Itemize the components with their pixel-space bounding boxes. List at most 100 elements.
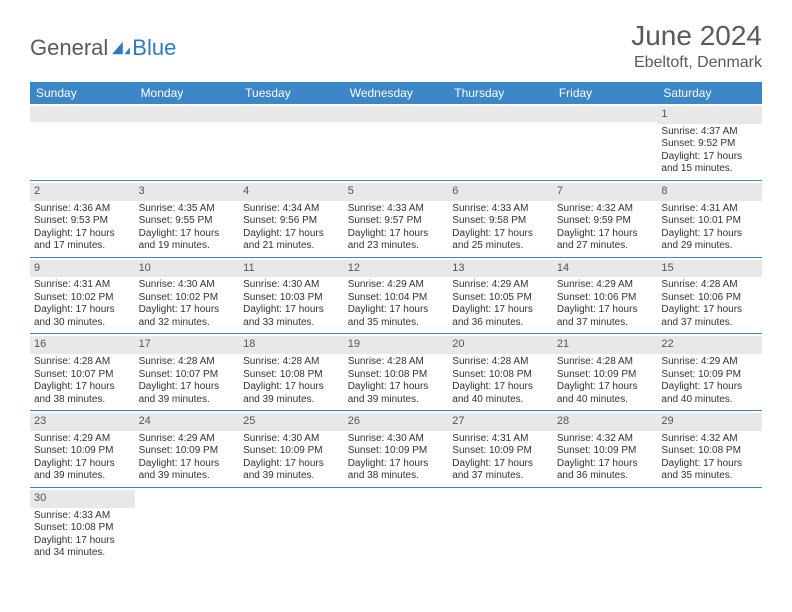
day-number: 4 <box>239 183 344 201</box>
daylight-text-2: and 15 minutes. <box>661 163 758 176</box>
daylight-text-1: Daylight: 17 hours <box>452 458 549 471</box>
day-number <box>239 490 344 506</box>
daylight-text-1: Daylight: 17 hours <box>557 458 654 471</box>
sunrise-text: Sunrise: 4:28 AM <box>139 356 236 369</box>
calendar: SundayMondayTuesdayWednesdayThursdayFrid… <box>30 82 762 564</box>
sunset-text: Sunset: 10:08 PM <box>348 369 445 382</box>
daylight-text-1: Daylight: 17 hours <box>34 228 131 241</box>
week-row: 9Sunrise: 4:31 AMSunset: 10:02 PMDayligh… <box>30 258 762 335</box>
daylight-text-1: Daylight: 17 hours <box>139 381 236 394</box>
day-cell <box>30 104 135 180</box>
day-number: 19 <box>344 336 449 354</box>
daylight-text-2: and 37 minutes. <box>661 317 758 330</box>
daylight-text-1: Daylight: 17 hours <box>661 228 758 241</box>
daylight-text-1: Daylight: 17 hours <box>348 458 445 471</box>
day-number: 7 <box>553 183 658 201</box>
day-number: 6 <box>448 183 553 201</box>
daylight-text-1: Daylight: 17 hours <box>243 458 340 471</box>
sunset-text: Sunset: 10:09 PM <box>34 445 131 458</box>
sunset-text: Sunset: 10:06 PM <box>557 292 654 305</box>
day-header: Tuesday <box>239 82 344 104</box>
sunrise-text: Sunrise: 4:29 AM <box>34 433 131 446</box>
daylight-text-2: and 30 minutes. <box>34 317 131 330</box>
sunrise-text: Sunrise: 4:32 AM <box>557 433 654 446</box>
week-row: 16Sunrise: 4:28 AMSunset: 10:07 PMDaylig… <box>30 334 762 411</box>
daylight-text-2: and 39 minutes. <box>243 394 340 407</box>
day-number <box>239 106 344 122</box>
day-number <box>448 106 553 122</box>
day-number: 17 <box>135 336 240 354</box>
sunset-text: Sunset: 10:02 PM <box>34 292 131 305</box>
day-cell: 11Sunrise: 4:30 AMSunset: 10:03 PMDaylig… <box>239 258 344 334</box>
daylight-text-2: and 21 minutes. <box>243 240 340 253</box>
daylight-text-2: and 35 minutes. <box>348 317 445 330</box>
sunset-text: Sunset: 10:09 PM <box>557 445 654 458</box>
daylight-text-2: and 19 minutes. <box>139 240 236 253</box>
sunrise-text: Sunrise: 4:30 AM <box>243 433 340 446</box>
daylight-text-2: and 25 minutes. <box>452 240 549 253</box>
day-cell: 15Sunrise: 4:28 AMSunset: 10:06 PMDaylig… <box>657 258 762 334</box>
daylight-text-1: Daylight: 17 hours <box>243 381 340 394</box>
sunset-text: Sunset: 10:09 PM <box>139 445 236 458</box>
sunset-text: Sunset: 10:08 PM <box>243 369 340 382</box>
day-number: 5 <box>344 183 449 201</box>
day-header: Friday <box>553 82 658 104</box>
sunset-text: Sunset: 9:58 PM <box>452 215 549 228</box>
day-number: 11 <box>239 260 344 278</box>
daylight-text-1: Daylight: 17 hours <box>243 304 340 317</box>
day-number <box>30 106 135 122</box>
day-cell: 24Sunrise: 4:29 AMSunset: 10:09 PMDaylig… <box>135 411 240 487</box>
day-number <box>135 106 240 122</box>
day-cell <box>553 488 658 564</box>
day-number: 20 <box>448 336 553 354</box>
day-cell: 28 Sunrise: 4:32 AMSunset: 10:09 PMDaylig… <box>553 411 658 487</box>
daylight-text-2: and 34 minutes. <box>34 547 131 560</box>
sunrise-text: Sunrise: 4:30 AM <box>139 279 236 292</box>
daylight-text-2: and 39 minutes. <box>34 470 131 483</box>
sunset-text: Sunset: 10:03 PM <box>243 292 340 305</box>
sunset-text: Sunset: 10:08 PM <box>34 522 131 535</box>
logo: General Blue <box>30 35 176 61</box>
sunset-text: Sunset: 10:09 PM <box>243 445 340 458</box>
day-header: Thursday <box>448 82 553 104</box>
daylight-text-1: Daylight: 17 hours <box>557 304 654 317</box>
day-number: 15 <box>657 260 762 278</box>
daylight-text-1: Daylight: 17 hours <box>452 304 549 317</box>
day-cell: 13Sunrise: 4:29 AMSunset: 10:05 PMDaylig… <box>448 258 553 334</box>
day-number: 9 <box>30 260 135 278</box>
day-cell: 26Sunrise: 4:30 AMSunset: 10:09 PMDaylig… <box>344 411 449 487</box>
sunrise-text: Sunrise: 4:29 AM <box>348 279 445 292</box>
daylight-text-2: and 23 minutes. <box>348 240 445 253</box>
sunrise-text: Sunrise: 4:31 AM <box>452 433 549 446</box>
daylight-text-1: Daylight: 17 hours <box>34 381 131 394</box>
day-cell: 14Sunrise: 4:29 AMSunset: 10:06 PMDaylig… <box>553 258 658 334</box>
header: General Blue June 2024 Ebeltoft, Denmark <box>0 0 792 77</box>
daylight-text-2: and 36 minutes. <box>557 470 654 483</box>
day-number: 23 <box>30 413 135 431</box>
sunset-text: Sunset: 10:06 PM <box>661 292 758 305</box>
day-number <box>657 490 762 506</box>
daylight-text-1: Daylight: 17 hours <box>452 381 549 394</box>
sail-icon <box>110 40 132 56</box>
daylight-text-2: and 39 minutes. <box>139 470 236 483</box>
daylight-text-2: and 38 minutes. <box>34 394 131 407</box>
day-number: 28 <box>553 413 658 431</box>
sunrise-text: Sunrise: 4:36 AM <box>34 203 131 216</box>
sunrise-text: Sunrise: 4:31 AM <box>34 279 131 292</box>
day-cell <box>135 488 240 564</box>
sunrise-text: Sunrise: 4:30 AM <box>243 279 340 292</box>
location: Ebeltoft, Denmark <box>631 54 762 72</box>
day-header-row: SundayMondayTuesdayWednesdayThursdayFrid… <box>30 82 762 104</box>
sunrise-text: Sunrise: 4:28 AM <box>452 356 549 369</box>
day-cell: 12Sunrise: 4:29 AMSunset: 10:04 PMDaylig… <box>344 258 449 334</box>
day-number: 21 <box>553 336 658 354</box>
sunrise-text: Sunrise: 4:29 AM <box>139 433 236 446</box>
daylight-text-1: Daylight: 17 hours <box>139 228 236 241</box>
week-row: 1Sunrise: 4:37 AMSunset: 9:52 PMDaylight… <box>30 104 762 181</box>
day-number: 13 <box>448 260 553 278</box>
day-number: 14 <box>553 260 658 278</box>
sunset-text: Sunset: 10:07 PM <box>34 369 131 382</box>
day-number: 1 <box>657 106 762 124</box>
daylight-text-1: Daylight: 17 hours <box>34 304 131 317</box>
day-number: 12 <box>344 260 449 278</box>
